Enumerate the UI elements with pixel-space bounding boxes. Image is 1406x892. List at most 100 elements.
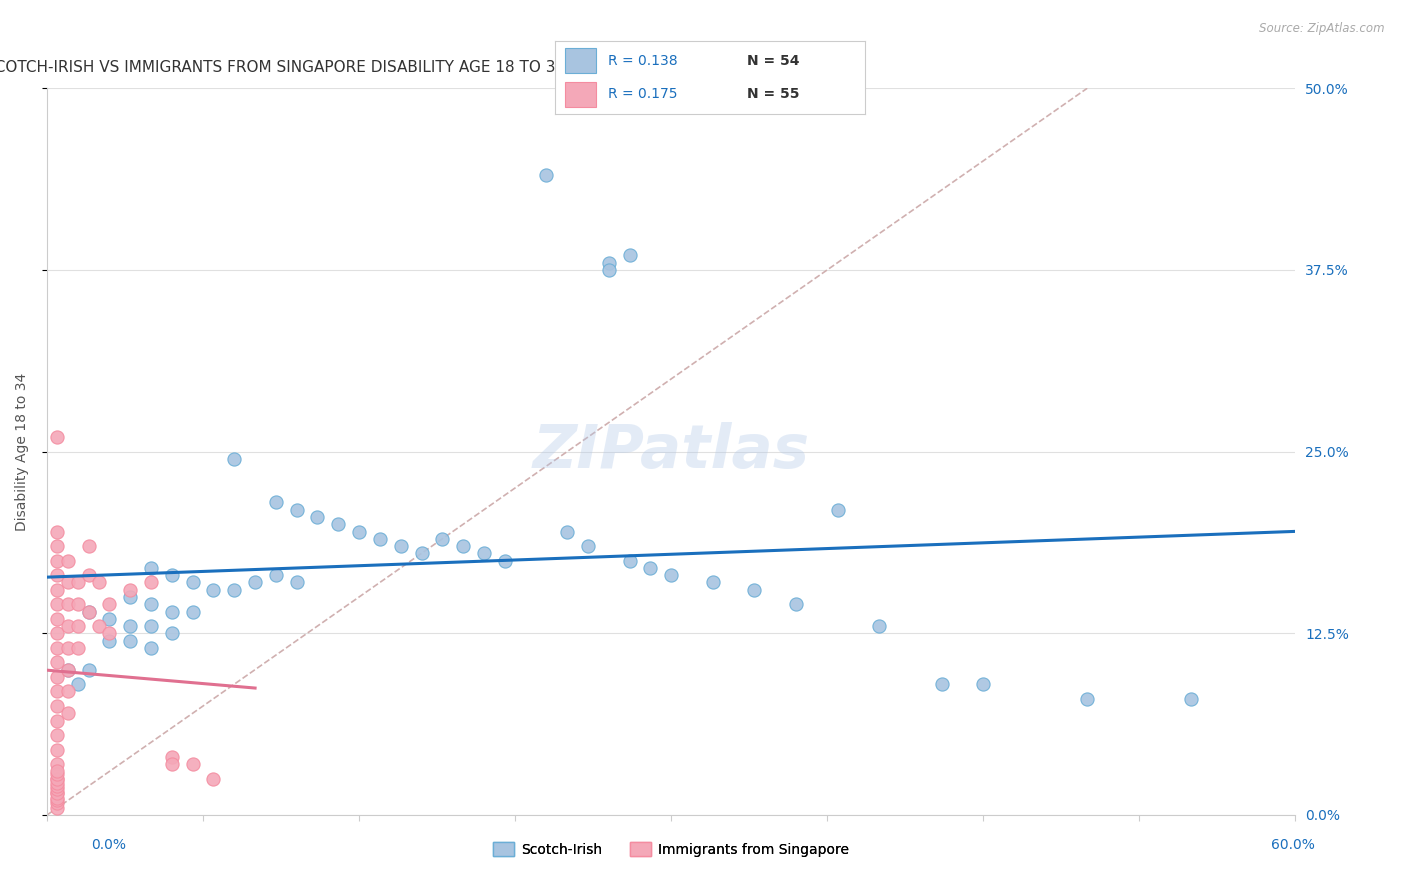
- Point: [46, 781, 69, 796]
- Point: [368, 532, 391, 546]
- Point: [56, 575, 79, 590]
- Point: [181, 575, 204, 590]
- Point: [139, 575, 162, 590]
- Point: [46, 684, 69, 698]
- Point: [285, 502, 308, 516]
- Point: [702, 575, 724, 590]
- Point: [139, 597, 162, 611]
- Point: [46, 728, 69, 742]
- Point: [555, 524, 578, 539]
- Point: [46, 524, 69, 539]
- Point: [46, 786, 69, 800]
- Point: [494, 554, 516, 568]
- Point: [224, 451, 246, 466]
- Point: [139, 619, 162, 633]
- Point: [202, 582, 225, 597]
- Point: [56, 706, 79, 721]
- Point: [46, 801, 69, 815]
- Point: [160, 605, 183, 619]
- Point: [139, 640, 162, 655]
- Point: [67, 640, 90, 655]
- Point: [619, 248, 641, 262]
- Point: [411, 546, 433, 560]
- Point: [98, 633, 121, 648]
- Point: [46, 767, 69, 781]
- Point: [77, 568, 100, 582]
- Point: [46, 640, 69, 655]
- Point: [46, 626, 69, 640]
- Text: R = 0.138: R = 0.138: [607, 54, 678, 68]
- Point: [98, 626, 121, 640]
- Point: [181, 605, 204, 619]
- Point: [46, 698, 69, 713]
- Point: [98, 597, 121, 611]
- Point: [868, 619, 890, 633]
- Point: [46, 790, 69, 805]
- Point: [972, 677, 994, 691]
- Point: [120, 590, 142, 604]
- Point: [46, 612, 69, 626]
- Point: [243, 575, 266, 590]
- Point: [347, 524, 370, 539]
- Point: [46, 797, 69, 811]
- Legend: Scotch-Irish, Immigrants from Singapore: Scotch-Irish, Immigrants from Singapore: [488, 837, 855, 863]
- Point: [98, 612, 121, 626]
- Point: [77, 539, 100, 553]
- Point: [67, 619, 90, 633]
- Point: [67, 575, 90, 590]
- Point: [181, 757, 204, 772]
- Point: [120, 582, 142, 597]
- Point: [285, 575, 308, 590]
- Point: [87, 575, 110, 590]
- Point: [264, 568, 287, 582]
- Point: [46, 779, 69, 793]
- Text: 0.0%: 0.0%: [91, 838, 127, 852]
- Point: [1180, 691, 1202, 706]
- Point: [307, 510, 329, 524]
- Point: [224, 582, 246, 597]
- Point: [77, 605, 100, 619]
- Point: [56, 619, 79, 633]
- Point: [46, 772, 69, 786]
- Point: [56, 663, 79, 677]
- Point: [598, 263, 620, 277]
- Text: N = 54: N = 54: [747, 54, 800, 68]
- Point: [46, 776, 69, 790]
- Text: N = 55: N = 55: [747, 87, 800, 102]
- Point: [827, 502, 849, 516]
- FancyBboxPatch shape: [565, 48, 596, 73]
- Point: [56, 684, 79, 698]
- Point: [659, 568, 682, 582]
- Point: [46, 430, 69, 444]
- Point: [87, 619, 110, 633]
- Point: [598, 255, 620, 269]
- Point: [56, 640, 79, 655]
- Y-axis label: Disability Age 18 to 34: Disability Age 18 to 34: [15, 373, 30, 531]
- Point: [46, 786, 69, 800]
- Point: [576, 539, 599, 553]
- Point: [46, 764, 69, 779]
- Point: [120, 633, 142, 648]
- Point: [46, 757, 69, 772]
- Point: [472, 546, 495, 560]
- Point: [785, 597, 807, 611]
- Point: [432, 532, 454, 546]
- Point: [640, 561, 662, 575]
- Point: [46, 742, 69, 756]
- Point: [160, 749, 183, 764]
- Point: [46, 714, 69, 728]
- Point: [77, 663, 100, 677]
- FancyBboxPatch shape: [565, 82, 596, 107]
- Point: [139, 561, 162, 575]
- Point: [160, 626, 183, 640]
- Point: [46, 772, 69, 786]
- Point: [389, 539, 412, 553]
- Point: [56, 554, 79, 568]
- Point: [264, 495, 287, 509]
- Point: [451, 539, 474, 553]
- Point: [46, 597, 69, 611]
- Point: [931, 677, 953, 691]
- Point: [56, 663, 79, 677]
- Text: Source: ZipAtlas.com: Source: ZipAtlas.com: [1260, 22, 1385, 36]
- Point: [202, 772, 225, 786]
